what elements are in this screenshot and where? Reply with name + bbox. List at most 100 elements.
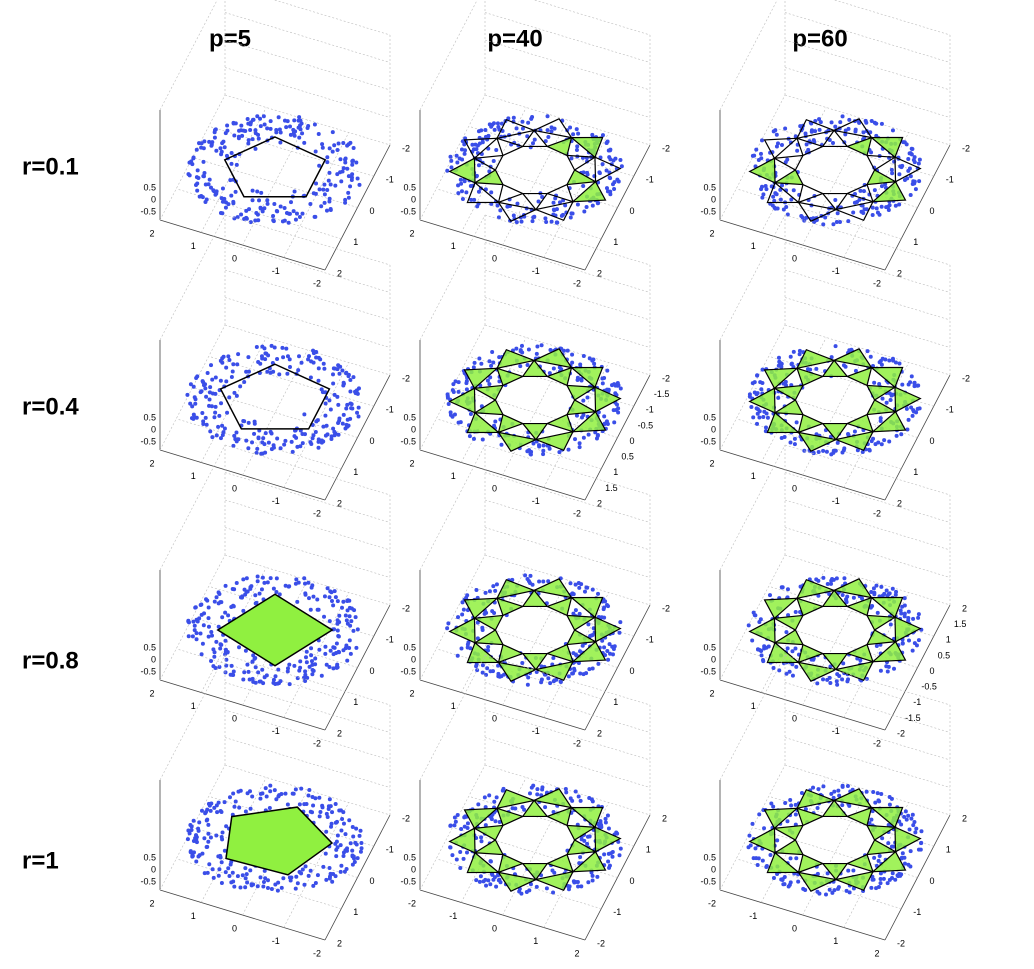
- mesh-face: [869, 136, 904, 159]
- x-tick-label: -1: [749, 911, 757, 921]
- point: [244, 872, 249, 877]
- mesh-face: [545, 183, 574, 203]
- mesh-face: [832, 788, 873, 809]
- mesh-face: [795, 348, 837, 370]
- point: [313, 429, 318, 434]
- x-tick-label: 0: [792, 483, 797, 493]
- point: [497, 379, 502, 384]
- point: [333, 183, 338, 188]
- point: [833, 448, 838, 453]
- point: [917, 179, 922, 184]
- point: [459, 181, 464, 186]
- point: [833, 197, 838, 202]
- point: [327, 146, 332, 151]
- point: [836, 788, 841, 793]
- point: [307, 596, 312, 601]
- box-line: [224, 654, 391, 706]
- mesh-face: [821, 422, 849, 441]
- point: [341, 648, 346, 653]
- point: [227, 795, 232, 800]
- x-tick-label: 0: [492, 483, 497, 493]
- point: [185, 392, 190, 397]
- point: [214, 148, 219, 153]
- point: [207, 139, 212, 144]
- point: [763, 429, 768, 434]
- point: [757, 620, 762, 625]
- x-tick-label: 2: [709, 228, 714, 238]
- grid-line: [200, 777, 267, 903]
- point: [558, 679, 563, 684]
- point: [201, 419, 206, 424]
- point: [225, 650, 230, 655]
- point: [226, 354, 231, 359]
- point: [794, 420, 799, 425]
- grid-line: [224, 269, 391, 321]
- point: [302, 432, 307, 437]
- point: [906, 615, 911, 620]
- point: [586, 432, 591, 437]
- x-tick-label: -2: [313, 948, 321, 958]
- y-tick-label: 1: [353, 697, 358, 707]
- point: [491, 121, 496, 126]
- box-line: [159, 444, 226, 571]
- grid-line: [224, 527, 391, 578]
- grid-line: [543, 132, 610, 258]
- x-tick-label: -2: [408, 898, 416, 908]
- x-tick-label: 2: [409, 458, 414, 468]
- point: [574, 413, 579, 418]
- point: [753, 846, 758, 851]
- point: [300, 131, 305, 136]
- point: [283, 438, 288, 443]
- point: [335, 172, 340, 177]
- point: [907, 827, 912, 832]
- point: [250, 440, 255, 445]
- mesh-face: [545, 366, 573, 387]
- point: [224, 379, 229, 384]
- point: [351, 375, 356, 380]
- point: [783, 160, 788, 165]
- y-tick-label: -2: [897, 728, 905, 738]
- point: [793, 802, 798, 807]
- point: [831, 222, 836, 227]
- point: [784, 204, 789, 209]
- point: [245, 662, 250, 667]
- point: [338, 364, 343, 369]
- mesh-face: [766, 181, 801, 204]
- point: [330, 130, 335, 135]
- x-tick-label: 1: [751, 471, 756, 481]
- point: [785, 819, 790, 824]
- point: [581, 435, 586, 440]
- x-tick-label: -1: [272, 936, 280, 946]
- mesh-face: [796, 367, 825, 387]
- point: [785, 212, 790, 217]
- x-tick-label: -1: [272, 726, 280, 736]
- mesh-face: [521, 862, 549, 881]
- point: [350, 159, 355, 164]
- x-tick-label: -1: [832, 266, 840, 276]
- grid-line: [802, 579, 868, 706]
- point: [285, 354, 290, 359]
- point: [596, 661, 601, 666]
- point: [917, 157, 922, 162]
- point: [474, 147, 479, 152]
- point: [208, 808, 213, 813]
- point: [483, 590, 488, 595]
- point: [608, 651, 613, 656]
- point: [243, 129, 248, 134]
- box-line: [484, 654, 651, 706]
- point: [580, 643, 585, 648]
- point: [189, 828, 194, 833]
- point: [348, 416, 353, 421]
- point: [869, 589, 874, 594]
- mesh-face: [497, 853, 525, 874]
- point: [311, 594, 316, 599]
- point: [446, 621, 451, 626]
- point: [916, 612, 921, 617]
- y-tick-label: -1: [646, 175, 654, 185]
- point: [198, 631, 203, 636]
- point: [792, 436, 797, 441]
- point: [897, 819, 902, 824]
- mesh-face: [565, 399, 598, 416]
